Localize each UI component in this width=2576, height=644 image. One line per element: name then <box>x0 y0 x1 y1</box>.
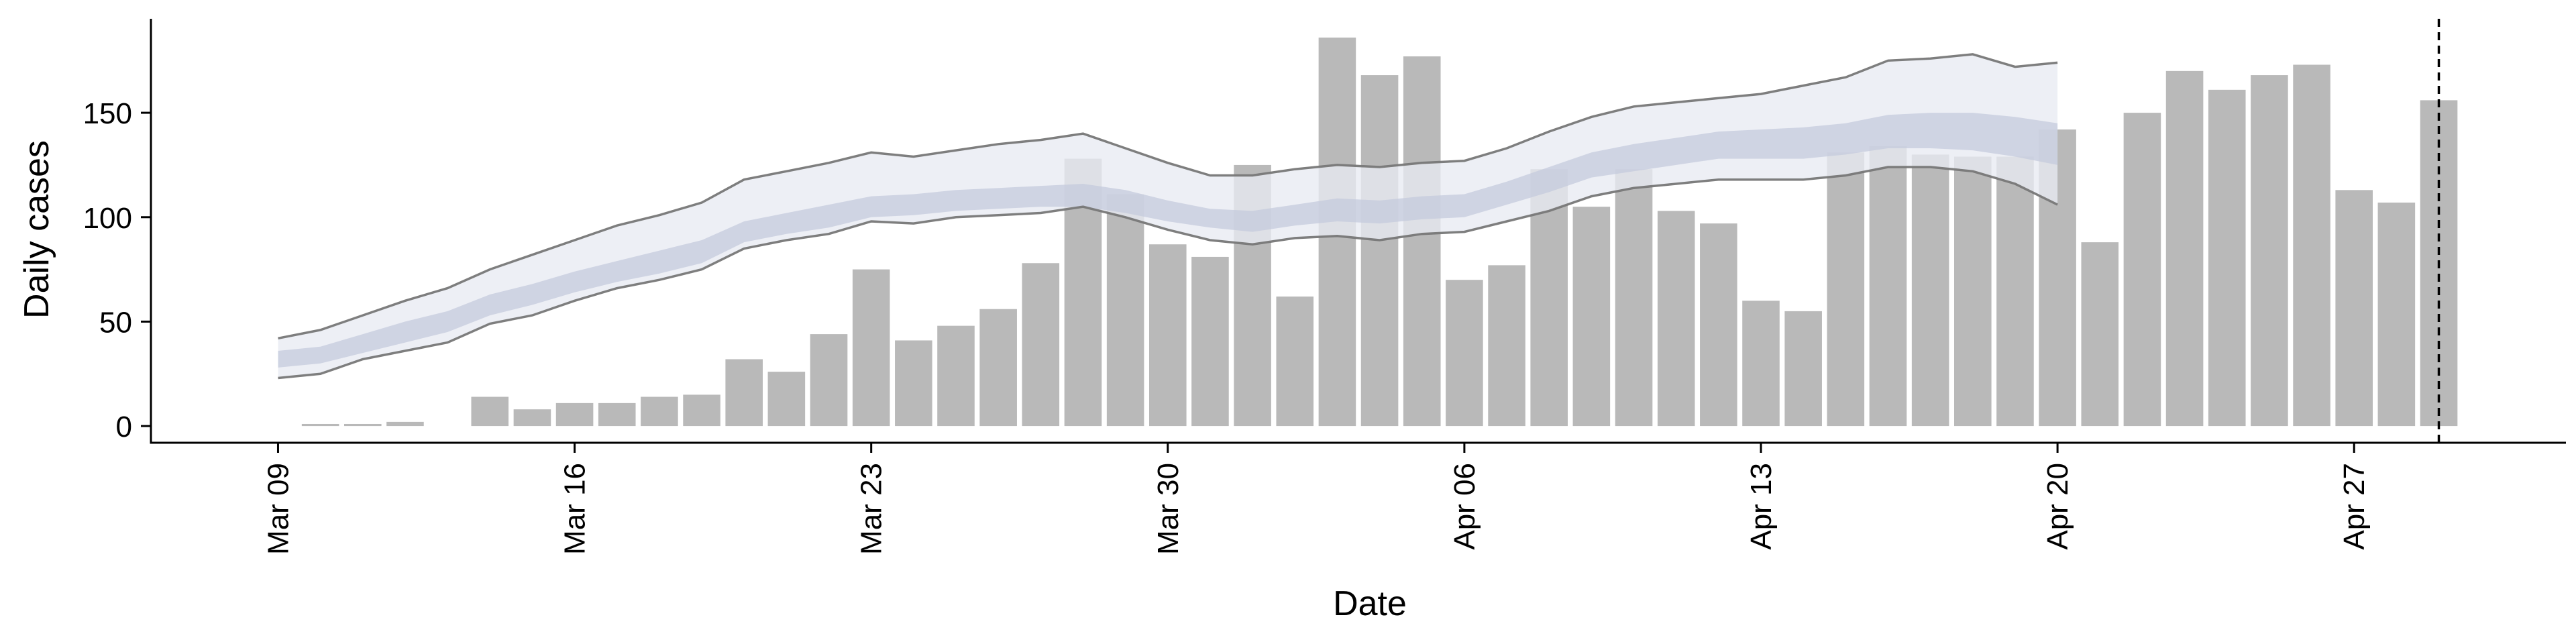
bar-2020-04-04 <box>1360 75 1399 427</box>
y-tick-label: 50 <box>99 306 132 339</box>
bar-2020-04-19 <box>1996 156 2034 427</box>
y-axis-label: Daily cases <box>17 140 56 319</box>
bar-2020-04-10 <box>1615 169 1653 427</box>
bar-2020-03-10 <box>301 423 339 427</box>
bar-2020-03-22 <box>810 334 848 427</box>
bar-2020-03-17 <box>598 402 636 427</box>
y-ticks-layer: 0 50 100 150 <box>83 97 151 443</box>
bar-2020-04-05 <box>1403 56 1441 427</box>
bar-2020-04-17 <box>1911 154 1949 427</box>
bar-2020-03-11 <box>344 423 382 427</box>
x-tick-label: Apr 20 <box>2041 463 2074 550</box>
x-tick-label: Mar 16 <box>559 463 592 555</box>
y-tick-label: 100 <box>83 202 132 235</box>
x-tick-label: Mar 30 <box>1152 463 1185 555</box>
bar-2020-03-23 <box>852 269 890 427</box>
bar-2020-04-23 <box>2165 70 2204 427</box>
x-axis-label: Date <box>1333 584 1407 623</box>
bar-2020-03-21 <box>767 372 806 427</box>
bar-2020-03-18 <box>641 396 678 427</box>
bar-2020-04-06 <box>1446 280 1483 427</box>
bar-2020-04-09 <box>1572 207 1611 427</box>
bar-2020-04-24 <box>2208 89 2246 427</box>
x-tick-label: Apr 13 <box>1745 463 1778 550</box>
bar-2020-04-16 <box>1869 146 1907 427</box>
bar-2020-04-25 <box>2251 75 2288 427</box>
bar-2020-04-18 <box>1954 156 1992 427</box>
bar-2020-04-14 <box>1784 311 1822 427</box>
bar-2020-03-12 <box>386 421 424 427</box>
y-tick-label: 150 <box>83 97 132 130</box>
bar-2020-04-22 <box>2123 113 2161 427</box>
bar-2020-04-28 <box>2377 202 2416 427</box>
bar-2020-04-02 <box>1276 297 1314 427</box>
bar-2020-03-15 <box>513 409 551 427</box>
bar-2020-03-19 <box>683 394 720 427</box>
bar-2020-03-25 <box>937 325 975 427</box>
bar-2020-03-31 <box>1191 256 1229 427</box>
bar-2020-03-20 <box>725 359 763 427</box>
bar-2020-04-07 <box>1488 265 1525 427</box>
x-tick-label: Mar 09 <box>262 463 295 555</box>
bar-2020-03-16 <box>555 402 594 427</box>
bar-2020-04-21 <box>2081 242 2119 427</box>
bands-layer <box>278 54 2058 378</box>
x-tick-label: Mar 23 <box>855 463 888 555</box>
bar-2020-03-26 <box>979 309 1017 427</box>
bar-2020-03-30 <box>1149 244 1187 427</box>
bar-2020-04-13 <box>1742 301 1780 427</box>
x-ticks-layer: Mar 09 Mar 16 Mar 23 Mar 30 Apr 06 Apr 13 Apr … <box>262 443 2371 555</box>
x-tick-label: Apr 06 <box>1448 463 1481 550</box>
bar-2020-04-27 <box>2335 190 2373 427</box>
bound-lines-layer <box>278 53 2058 380</box>
bar-2020-04-12 <box>1700 223 1737 427</box>
bar-2020-04-26 <box>2293 64 2330 427</box>
inner-band-area <box>278 113 2058 368</box>
bar-2020-03-29 <box>1106 194 1144 427</box>
axes-layer <box>150 19 2566 444</box>
upper-bound-line <box>278 53 2058 340</box>
lower-bound-line <box>278 166 2058 380</box>
y-tick-label: 0 <box>116 411 132 443</box>
bar-2020-04-15 <box>1827 152 1865 427</box>
x-tick-label: Apr 27 <box>2338 463 2371 550</box>
bar-2020-03-27 <box>1022 263 1060 427</box>
bar-2020-03-24 <box>895 340 932 427</box>
bar-2020-03-14 <box>471 396 509 427</box>
bar-2020-04-11 <box>1657 211 1695 427</box>
